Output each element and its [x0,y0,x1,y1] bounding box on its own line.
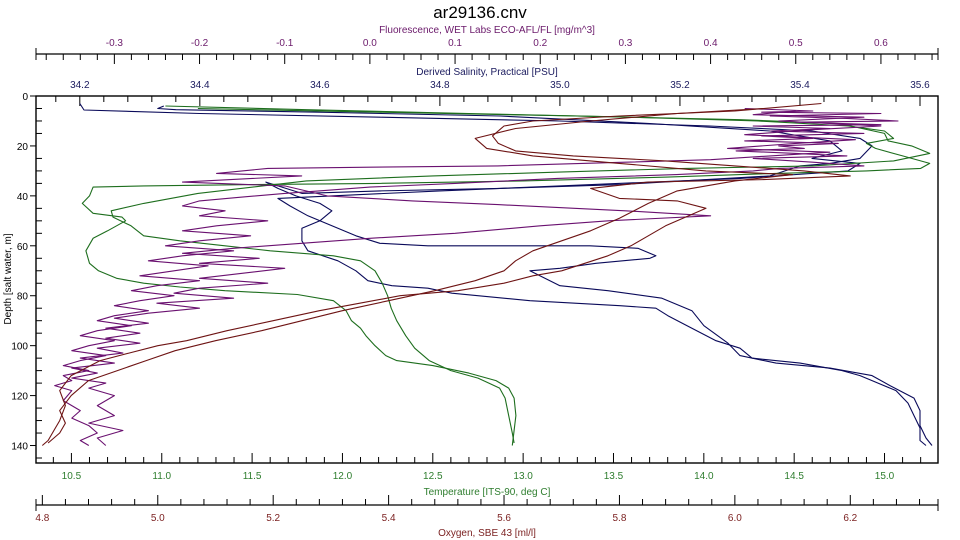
oxygen-trace-upcast [47,107,794,444]
depth-tick-label: 100 [11,342,28,353]
temperature-tick-label: 13.0 [513,471,533,482]
salinity-tick-label: 34.8 [430,80,450,91]
fluorescence-tick-label: -0.1 [276,38,294,49]
temperature-tick-label: 10.5 [62,471,82,482]
salinity-trace-upcast [157,105,933,446]
salinity-tick-label: 34.4 [190,80,210,91]
temperature-tick-label: 14.5 [784,471,804,482]
fluorescence-series [54,107,899,446]
salinity-tick-label: 34.2 [70,80,90,91]
oxygen-tick-label: 5.2 [266,513,280,524]
temperature-tick-label: 15.0 [875,471,895,482]
temperature-series [81,105,931,446]
temperature-tick-label: 13.5 [604,471,624,482]
salinity-axis-label: Derived Salinity, Practical [PSU] [416,67,558,78]
depth-axis-label: Depth [salt water, m] [3,233,14,324]
fluorescence-axis: -0.3 -0.2 -0.1 0.0 0.1 0.2 0.3 0.4 0.5 0.6 [35,38,939,64]
depth-tick-label: 0 [22,92,28,103]
temperature-tick-label: 12.5 [423,471,443,482]
temperature-tick-label: 11.5 [243,471,262,482]
oxygen-tick-label: 5.4 [382,513,396,524]
depth-tick-label: 120 [11,392,28,403]
depth-tick-label: 40 [17,192,29,203]
fluorescence-axis-label: Fluorescence, WET Labs ECO-AFL/FL [mg/m^… [379,25,595,36]
temperature-tick-label: 12.0 [333,471,353,482]
temperature-trace-upcast [110,107,931,444]
fluorescence-tick-label: -0.2 [191,38,209,49]
temperature-tick-label: 11.0 [152,471,171,482]
depth-tick-label: 60 [17,242,29,253]
oxygen-tick-label: 4.8 [35,513,49,524]
oxygen-tick-label: 5.0 [151,513,165,524]
salinity-tick-label: 35.6 [910,80,930,91]
temperature-tick-label: 14.0 [694,471,714,482]
oxygen-tick-label: 6.0 [728,513,742,524]
fluorescence-tick-label: 0.4 [704,38,718,49]
depth-tick-label: 20 [17,142,29,153]
salinity-tick-label: 35.2 [670,80,690,91]
fluorescence-trace-upcast [71,110,882,446]
oxygen-tick-label: 6.2 [843,513,857,524]
temperature-trace-downcast [81,105,931,446]
salinity-tick-label: 35.4 [790,80,810,91]
depth-tick-label: 140 [11,442,28,453]
series-layer [41,102,933,446]
salinity-tick-label: 34.6 [310,80,330,91]
temperature-axis-label: Temperature [ITS-90, deg C] [424,487,551,498]
fluorescence-tick-label: 0.3 [618,38,632,49]
fluorescence-tick-label: 0.2 [533,38,547,49]
fluorescence-tick-label: 0.5 [789,38,803,49]
salinity-series [79,103,933,446]
oxygen-tick-label: 5.8 [612,513,626,524]
oxygen-axis-label: Oxygen, SBE 43 [ml/l] [438,528,536,539]
fluorescence-tick-label: 0.6 [874,38,888,49]
fluorescence-tick-label: 0.1 [448,38,462,49]
fluorescence-tick-label: 0.0 [363,38,377,49]
oxygen-series [41,102,851,446]
fluorescence-tick-label: -0.3 [106,38,124,49]
temperature-axis: 10.5 11.0 11.5 12.0 12.5 13.0 13.5 14.0 14.5 15.0 [52,453,922,482]
salinity-axis: 34.2 34.4 34.6 34.8 35.0 35.2 35.4 35.6 [55,80,930,106]
oxygen-axis: 4.8 5.0 5.2 5.4 5.6 5.8 6.0 6.2 [35,495,939,524]
oxygen-tick-label: 5.6 [497,513,511,524]
chart-title: ar29136.cnv [433,3,527,22]
salinity-tick-label: 35.0 [550,80,570,91]
depth-tick-label: 80 [17,292,29,303]
depth-axis: 0 20 40 60 80 100 120 140 [11,92,42,459]
oxygen-trace-downcast [41,102,851,446]
